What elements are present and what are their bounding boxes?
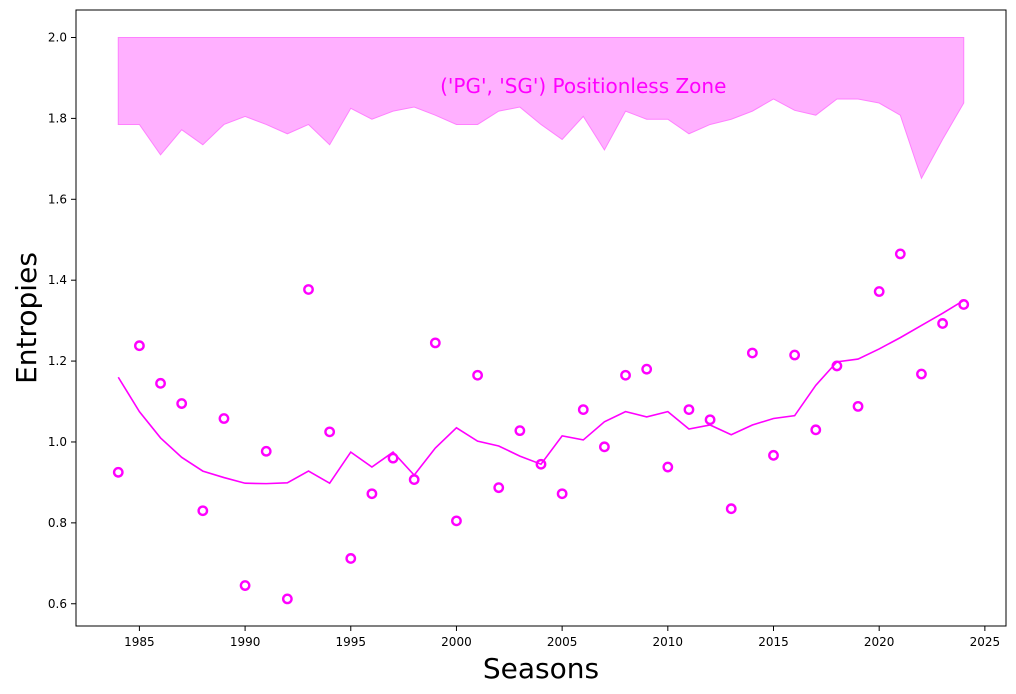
data-point [768, 449, 779, 461]
data-point [366, 488, 378, 500]
data-point [451, 515, 462, 527]
data-point [281, 593, 293, 605]
data-point [831, 360, 843, 372]
y-axis-ticks: 0.6 0.8 1.0 1.2 1.4 1.6 1.8 2.0 [48, 31, 76, 611]
x-tick-label: 2000 [441, 635, 472, 649]
data-point [599, 441, 610, 453]
data-point [556, 488, 568, 500]
zone-annotation: ('PG', 'SG') Positionless Zone [440, 74, 726, 98]
data-point [155, 377, 166, 389]
y-tick-label: 0.8 [48, 516, 67, 530]
data-point [535, 458, 547, 470]
x-tick-label: 2025 [970, 635, 1001, 649]
plot-frame [75, 9, 1007, 627]
data-point [239, 580, 251, 591]
y-tick-label: 1.8 [48, 111, 67, 125]
data-point [894, 248, 906, 260]
data-point [916, 368, 927, 380]
data-point [324, 426, 336, 438]
x-tick-label: 1985 [124, 635, 155, 649]
y-tick-label: 0.6 [48, 597, 67, 611]
data-point [789, 349, 801, 361]
y-tick-label: 1.2 [48, 354, 67, 368]
x-axis-ticks: 1985 1990 1995 2000 2005 2010 2015 2020 2025 [124, 626, 1000, 649]
data-point [429, 337, 441, 349]
data-point [683, 404, 695, 416]
x-tick-label: 2020 [864, 635, 895, 649]
zone-band-area [117, 37, 965, 180]
data-point [937, 318, 948, 329]
data-point [725, 503, 737, 515]
data-point [260, 445, 272, 457]
data-point [514, 425, 526, 437]
data-point [852, 400, 864, 412]
x-tick-label: 1990 [230, 635, 261, 649]
data-point [112, 466, 124, 478]
data-point [662, 461, 674, 473]
y-tick-label: 1.6 [48, 192, 67, 206]
x-tick-label: 2005 [547, 635, 578, 649]
data-point [958, 299, 970, 310]
data-point [873, 286, 885, 297]
data-point [577, 404, 589, 416]
data-point [387, 452, 399, 464]
scatter-points [112, 248, 970, 605]
y-tick-label: 1.4 [48, 273, 67, 287]
data-point [641, 363, 653, 375]
data-point [134, 340, 145, 352]
y-tick-label: 2.0 [48, 31, 67, 45]
x-tick-label: 1995 [335, 635, 366, 649]
y-tick-label: 1.0 [48, 435, 67, 449]
data-point [704, 414, 716, 426]
data-point [218, 413, 230, 424]
data-point [493, 482, 505, 494]
data-point [345, 553, 357, 564]
positionless-zone-band [117, 37, 965, 180]
trend-line [117, 299, 965, 485]
data-point [472, 369, 483, 381]
data-point [197, 505, 209, 517]
data-point [303, 284, 314, 295]
x-axis-title: Seasons [483, 652, 599, 685]
x-tick-label: 2010 [653, 635, 684, 649]
x-tick-label: 2015 [758, 635, 789, 649]
data-point [810, 424, 822, 436]
trend-line-path [117, 299, 965, 485]
data-point [176, 398, 188, 409]
data-point [620, 369, 631, 381]
data-point [408, 474, 420, 485]
y-axis-title: Entropies [10, 252, 43, 384]
data-point [746, 347, 758, 359]
